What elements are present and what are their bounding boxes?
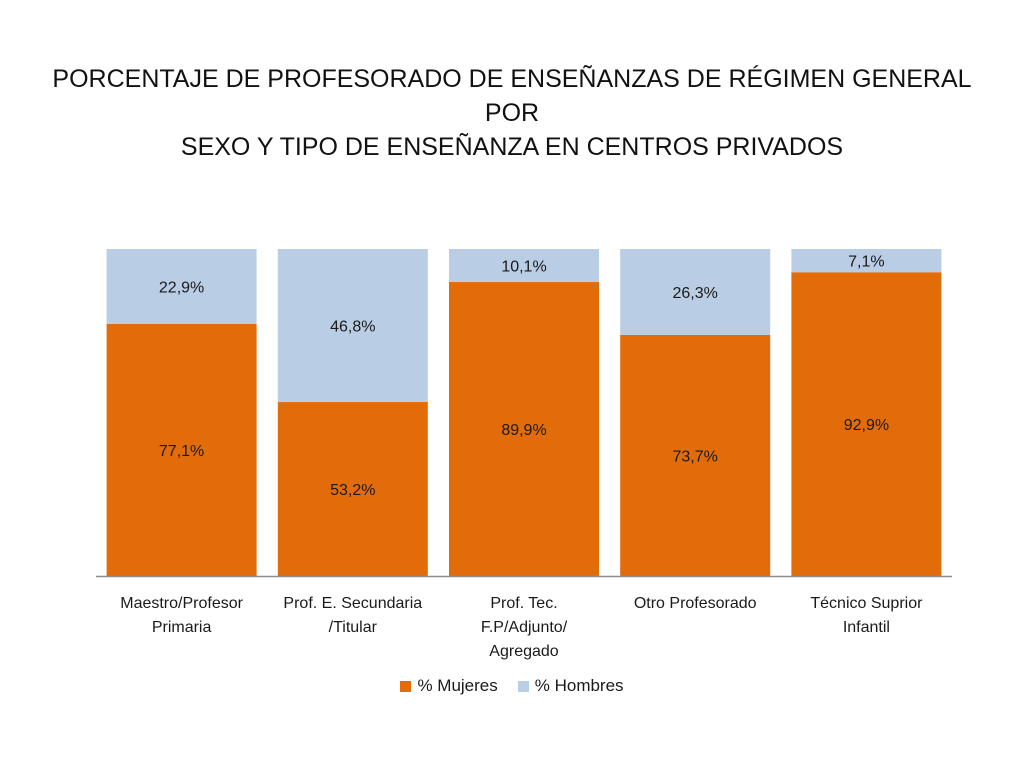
x-tick-label-0: Maestro/Profesor Primaria (120, 595, 243, 636)
legend-swatch-mujeres (400, 680, 412, 692)
x-tick-label-2: Prof. Tec. F.P/Adjunto/Agregado (481, 595, 568, 660)
x-tick-label-3: Otro Profesorado (634, 595, 757, 612)
bar-mujeres-1 (277, 402, 428, 576)
data-label-mujeres-1: 53,2% (330, 482, 375, 499)
x-tick-label-1: Prof. E. Secundaria/Titular (283, 595, 422, 636)
chart-legend: % Mujeres % Hombres (0, 676, 1024, 696)
data-label-hombres-0: 22,9% (159, 279, 204, 296)
data-label-hombres-2: 10,1% (501, 259, 546, 276)
data-label-mujeres-4: 92,9% (844, 417, 889, 434)
data-label-mujeres-3: 73,7% (673, 449, 718, 466)
chart-title: PORCENTAJE DE PROFESORADO DE ENSEÑANZAS … (40, 62, 984, 164)
bar-hombres-4 (791, 249, 942, 273)
bar-hombres-2 (449, 249, 599, 283)
data-label-hombres-1: 46,8% (330, 319, 375, 336)
x-tick-label-4: Técnico Suprior Infantil (810, 595, 923, 636)
chart-title-line-2: SEXO Y TIPO DE ENSEÑANZA EN CENTROS PRIV… (180, 133, 844, 161)
legend-swatch-hombres (517, 680, 529, 692)
legend-item-mujeres: % Mujeres (400, 676, 498, 696)
data-label-mujeres-0: 77,1% (159, 443, 204, 460)
bar-hombres-0 (106, 249, 257, 324)
bar-mujeres-3 (620, 335, 771, 576)
data-label-mujeres-2: 89,9% (501, 422, 546, 439)
legend-label-hombres: % Hombres (534, 676, 624, 695)
bar-mujeres-4 (791, 272, 942, 576)
data-label-hombres-3: 26,3% (673, 285, 718, 302)
bar-hombres-1 (277, 249, 428, 403)
legend-item-hombres: % Hombres (517, 676, 624, 696)
chart-title-line-1: PORCENTAJE DE PROFESORADO DE ENSEÑANZAS … (52, 65, 972, 127)
bar-mujeres-2 (449, 282, 599, 576)
bar-mujeres-0 (106, 323, 257, 576)
bar-hombres-3 (620, 249, 771, 336)
data-label-hombres-4: 7,1% (848, 254, 884, 271)
legend-label-mujeres: % Mujeres (417, 676, 498, 695)
